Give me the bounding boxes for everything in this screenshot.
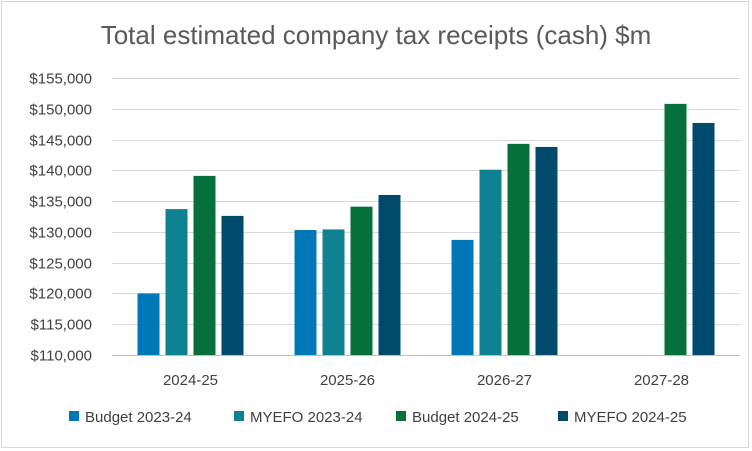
legend-label: Budget 2023-24 [85, 409, 192, 426]
bar-myefo-2024-25-2026-27 [535, 146, 558, 355]
bar-myefo-2023-24-2026-27 [479, 169, 502, 355]
y-tick-label: $140,000 [29, 163, 92, 180]
y-tick-label: $110,000 [31, 348, 92, 365]
bar-budget-2024-25-2026-27 [507, 143, 530, 355]
x-category-label: 2025-26 [320, 372, 375, 389]
legend-swatch [69, 411, 79, 421]
bar-myefo-2023-24-2024-25 [165, 209, 188, 355]
legend-label: Budget 2024-25 [412, 409, 519, 426]
x-category-label: 2027-28 [634, 372, 689, 389]
y-tick-label: $145,000 [29, 133, 92, 150]
bar-budget-2024-25-2027-28 [664, 103, 687, 355]
y-tick-label: $120,000 [29, 286, 92, 303]
legend-swatch [396, 411, 406, 421]
x-category-label: 2026-27 [477, 372, 532, 389]
bars [137, 103, 715, 356]
y-tick-label: $115,000 [31, 317, 92, 334]
gridlines [112, 78, 740, 356]
legend-label: MYEFO 2024-25 [574, 409, 687, 426]
chart-title: Total estimated company tax receipts (ca… [101, 20, 652, 50]
bar-budget-2024-25-2025-26 [350, 206, 373, 355]
bar-budget-2023-24-2026-27 [451, 239, 474, 355]
bar-myefo-2024-25-2024-25 [221, 215, 244, 355]
bar-budget-2023-24-2024-25 [137, 293, 160, 355]
x-axis-category-labels: 2024-25 2025-26 2026-27 2027-28 [163, 372, 689, 389]
legend-swatch [558, 411, 568, 421]
x-category-label: 2024-25 [163, 372, 218, 389]
y-tick-label: $155,000 [29, 71, 92, 88]
y-tick-label: $130,000 [29, 225, 92, 242]
y-tick-label: $125,000 [29, 256, 92, 273]
bar-budget-2023-24-2025-26 [294, 230, 317, 355]
bar-myefo-2023-24-2025-26 [322, 229, 345, 355]
legend-swatch [234, 411, 244, 421]
legend: Budget 2023-24 MYEFO 2023-24 Budget 2024-2… [69, 409, 687, 426]
y-tick-label: $150,000 [29, 102, 92, 119]
bar-budget-2024-25-2024-25 [193, 175, 216, 355]
y-axis-tick-labels: $110,000 $115,000 $120,000 $125,000 $130,000… [29, 71, 92, 365]
y-tick-label: $135,000 [29, 194, 92, 211]
legend-label: MYEFO 2023-24 [250, 409, 363, 426]
bar-myefo-2024-25-2025-26 [378, 194, 401, 355]
bar-myefo-2024-25-2027-28 [692, 122, 715, 356]
